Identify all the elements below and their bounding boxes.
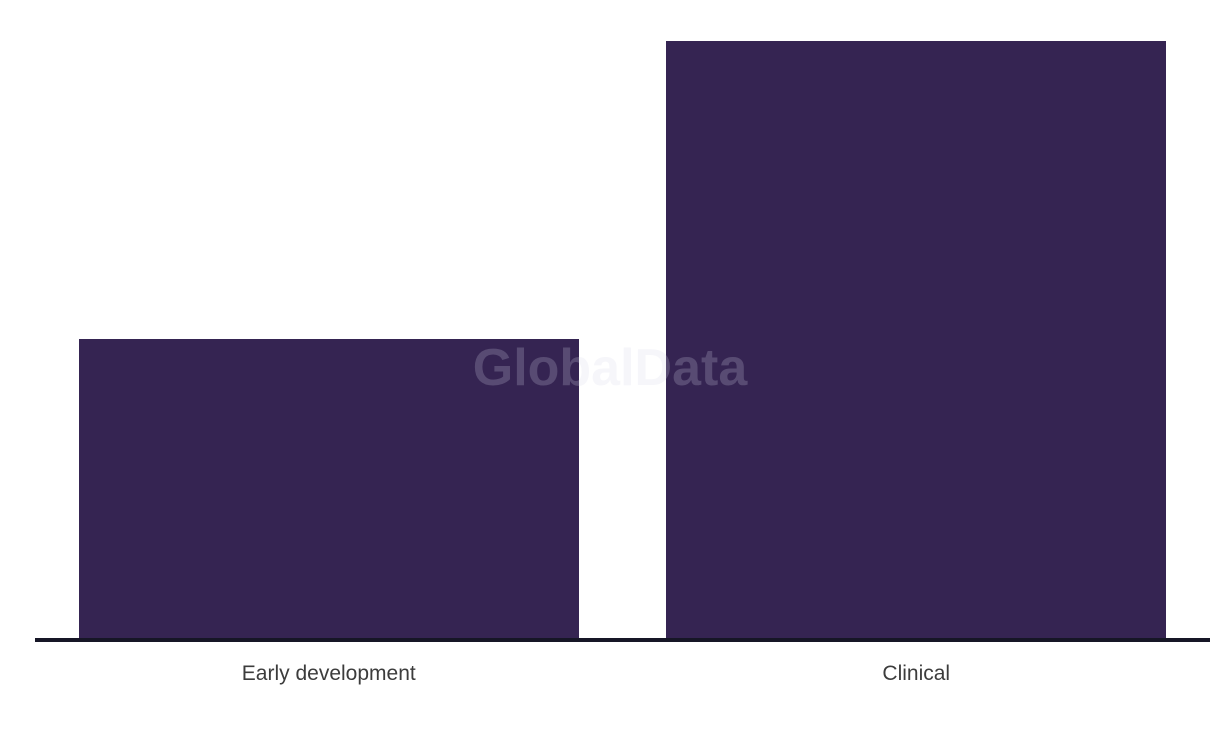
x-tick-label-clinical: Clinical (882, 662, 951, 685)
category-slot-early-development (35, 0, 623, 638)
x-axis-line (35, 638, 1210, 642)
plot-area (35, 0, 1210, 638)
bar-clinical (666, 41, 1167, 638)
x-axis-tick-labels: Early development Clinical (35, 660, 1210, 688)
category-slot-clinical (623, 0, 1211, 638)
bar-early-development (78, 339, 579, 638)
x-tick-label-early-development: Early development (241, 662, 416, 685)
